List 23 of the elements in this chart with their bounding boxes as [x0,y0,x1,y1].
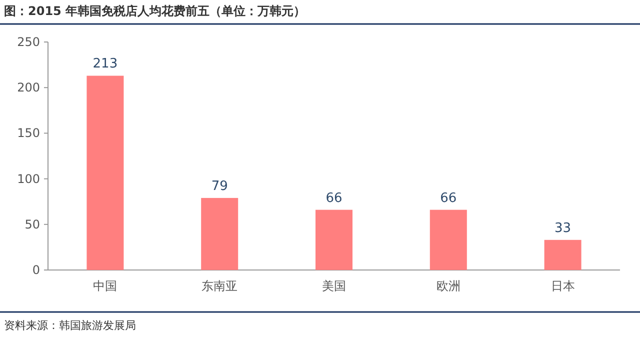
y-tick-label: 0 [32,263,40,277]
x-tick-label: 中国 [93,279,118,293]
y-tick-label: 200 [17,80,40,95]
data-label: 79 [211,178,228,194]
x-tick-label: 日本 [550,279,575,293]
chart-title: 图：2015 年韩国免税店人均花费前五（单位：万韩元） [4,4,306,18]
y-tick-label: 50 [24,217,40,232]
y-tick-label: 250 [17,35,40,49]
y-tick-label: 150 [17,126,40,140]
y-tick-label: 100 [17,172,40,186]
bar [544,240,582,270]
bar [430,210,467,270]
bar [201,198,238,270]
bar [316,210,352,270]
x-tick-label: 东南亚 [202,279,238,293]
x-tick-label: 欧洲 [436,279,460,293]
data-label: 66 [440,190,457,206]
data-label: 33 [554,220,572,236]
data-label: 66 [326,190,342,206]
text: 资料来源：韩国旅游发展局 [4,319,136,332]
x-tick-label: 美国 [322,279,346,293]
data-label: 213 [92,56,118,72]
bar [86,76,124,270]
